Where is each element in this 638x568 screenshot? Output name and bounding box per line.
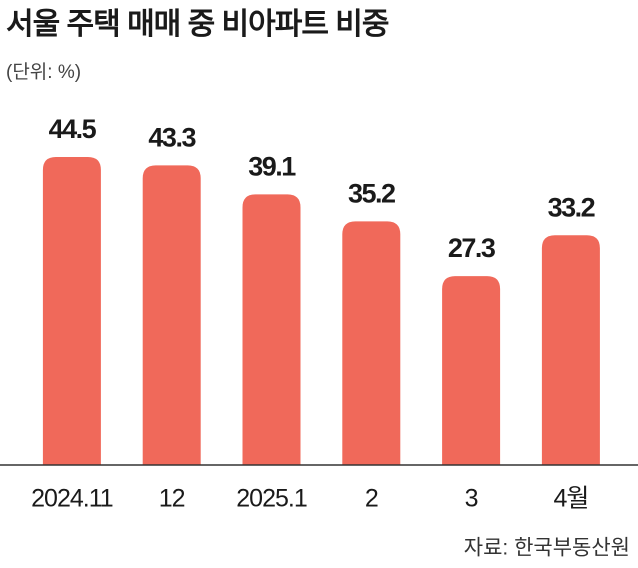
bar	[242, 194, 301, 466]
bar	[342, 221, 401, 465]
chart-subtitle: (단위: %)	[6, 61, 81, 83]
value-label: 27.3	[448, 233, 496, 263]
bar	[442, 276, 501, 465]
value-label: 44.5	[49, 114, 97, 144]
x-tick-label: 2025.1	[236, 485, 307, 513]
value-label: 39.1	[248, 152, 296, 182]
x-tick-label: 12	[159, 485, 185, 513]
value-label: 43.3	[148, 122, 196, 152]
x-tick-label: 4월	[553, 485, 588, 513]
bar	[541, 235, 600, 465]
source: 자료: 한국부동산원	[464, 537, 630, 560]
value-label: 33.2	[548, 192, 595, 222]
bar	[42, 157, 101, 465]
x-tick-label: 2024.11	[31, 485, 113, 513]
chart-title: 서울 주택 매매 중 비아파트 비중	[6, 8, 389, 41]
bar	[142, 165, 201, 465]
x-tick-label: 3	[465, 485, 478, 513]
x-tick-label: 2	[365, 485, 378, 513]
value-label: 35.2	[348, 179, 395, 209]
